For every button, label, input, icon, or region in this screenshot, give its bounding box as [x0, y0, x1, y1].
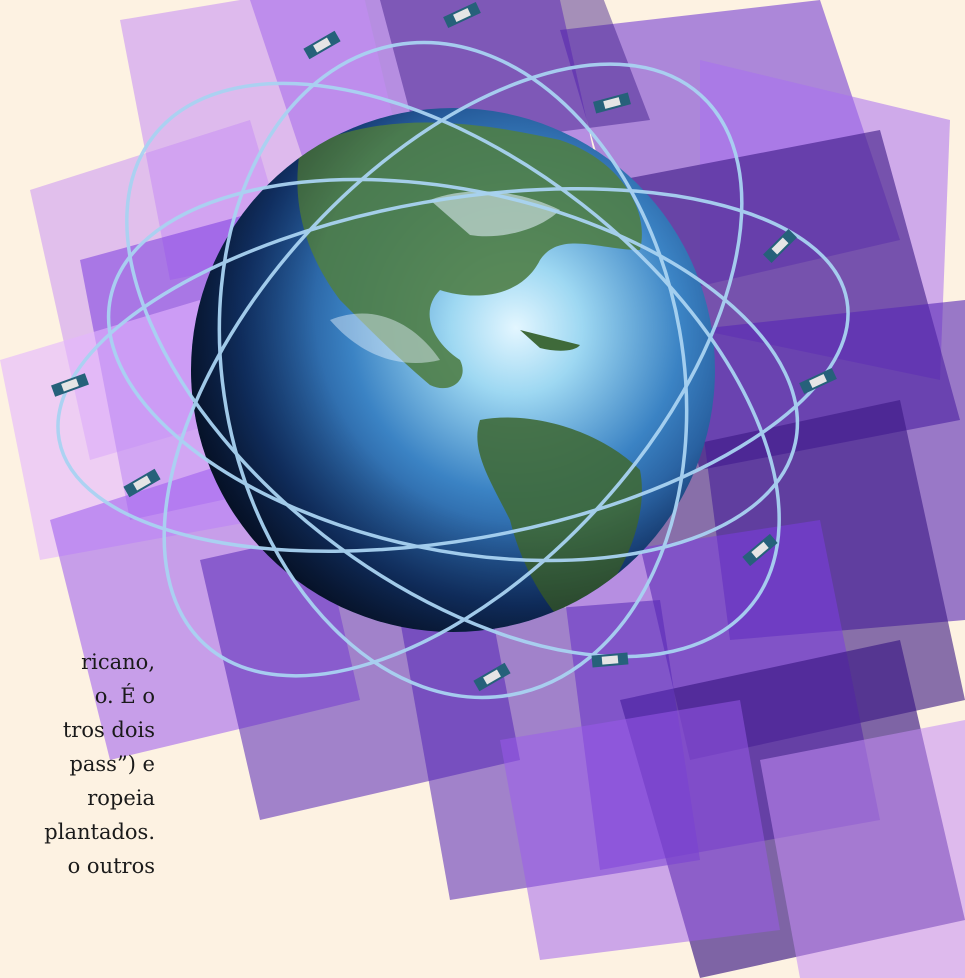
satellite-icon [799, 367, 837, 395]
satellite-icon [51, 373, 89, 397]
paragraph-line: plantados. [44, 820, 155, 844]
satellite-icon [123, 468, 161, 498]
paragraph-line: pass”) e [69, 752, 155, 776]
paragraph-line: ropeia [87, 786, 155, 810]
satellite-icon [593, 92, 631, 114]
satellite-icon [443, 1, 481, 29]
paragraph-line: o. É o [94, 684, 155, 708]
paragraph-line: o outros [67, 854, 155, 878]
truncated-paragraph: ricano, o. É o tros dois pass”) e ropeia… [0, 645, 200, 978]
satellite-icon [763, 229, 797, 263]
satellites [51, 1, 837, 692]
satellite-icon [303, 30, 341, 60]
paragraph-line: ricano, [81, 650, 155, 674]
satellite-orbits [56, 40, 850, 700]
satellite-icon [742, 533, 778, 567]
earth-globe [191, 108, 715, 632]
satellite-icon [591, 652, 629, 668]
satellite-icon [473, 662, 511, 692]
paragraph-line: tros dois [62, 718, 155, 742]
